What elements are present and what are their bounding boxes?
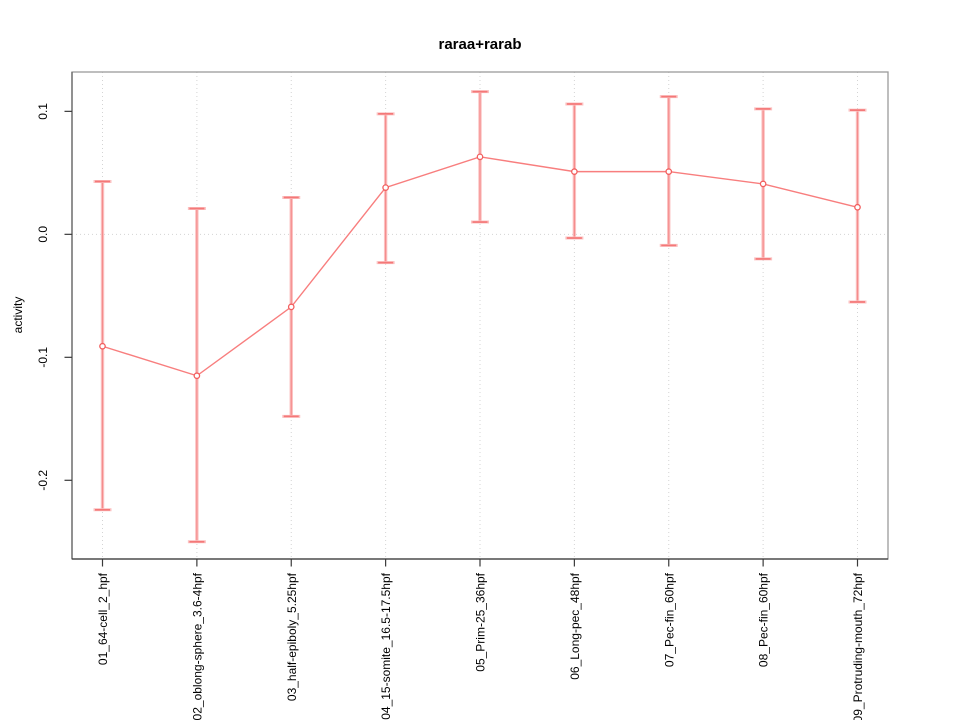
data-point-marker — [854, 203, 861, 211]
data-point-marker — [476, 153, 484, 161]
data-point-marker — [287, 303, 295, 311]
data-point-marker — [193, 372, 201, 380]
y-tick-label: 0.1 — [36, 103, 50, 120]
y-tick-label: 0.0 — [36, 226, 50, 243]
x-tick-label: 06_Long-pec_48hpf — [568, 572, 582, 679]
x-tick-label: 02_oblong-sphere_3.6-4hpf — [190, 572, 204, 720]
chart-title: raraa+rarab — [438, 36, 522, 53]
data-point-marker — [665, 168, 673, 175]
x-tick-label: 09_Protruding-mouth_72hpf — [851, 572, 865, 720]
data-point-marker — [99, 342, 106, 350]
x-tick-label: 01_64-cell_2_hpf — [96, 572, 110, 665]
y-tick-label: -0.1 — [36, 347, 50, 368]
x-tick-label: 08_Pec-fin_60hpf — [757, 572, 771, 667]
x-tick-label: 05_Prim-25_36hpf — [474, 572, 488, 671]
y-tick-label: -0.2 — [36, 470, 50, 491]
data-point-marker — [571, 168, 578, 175]
x-tick-label: 04_15-somite_16.5-17.5hpf — [379, 572, 393, 719]
data-point-marker — [382, 184, 389, 191]
data-point-marker — [759, 180, 767, 188]
x-tick-label: 07_Pec-fin_60hpf — [662, 572, 676, 667]
x-tick-label: 03_half-epiboly_5.25hpf — [285, 572, 299, 701]
